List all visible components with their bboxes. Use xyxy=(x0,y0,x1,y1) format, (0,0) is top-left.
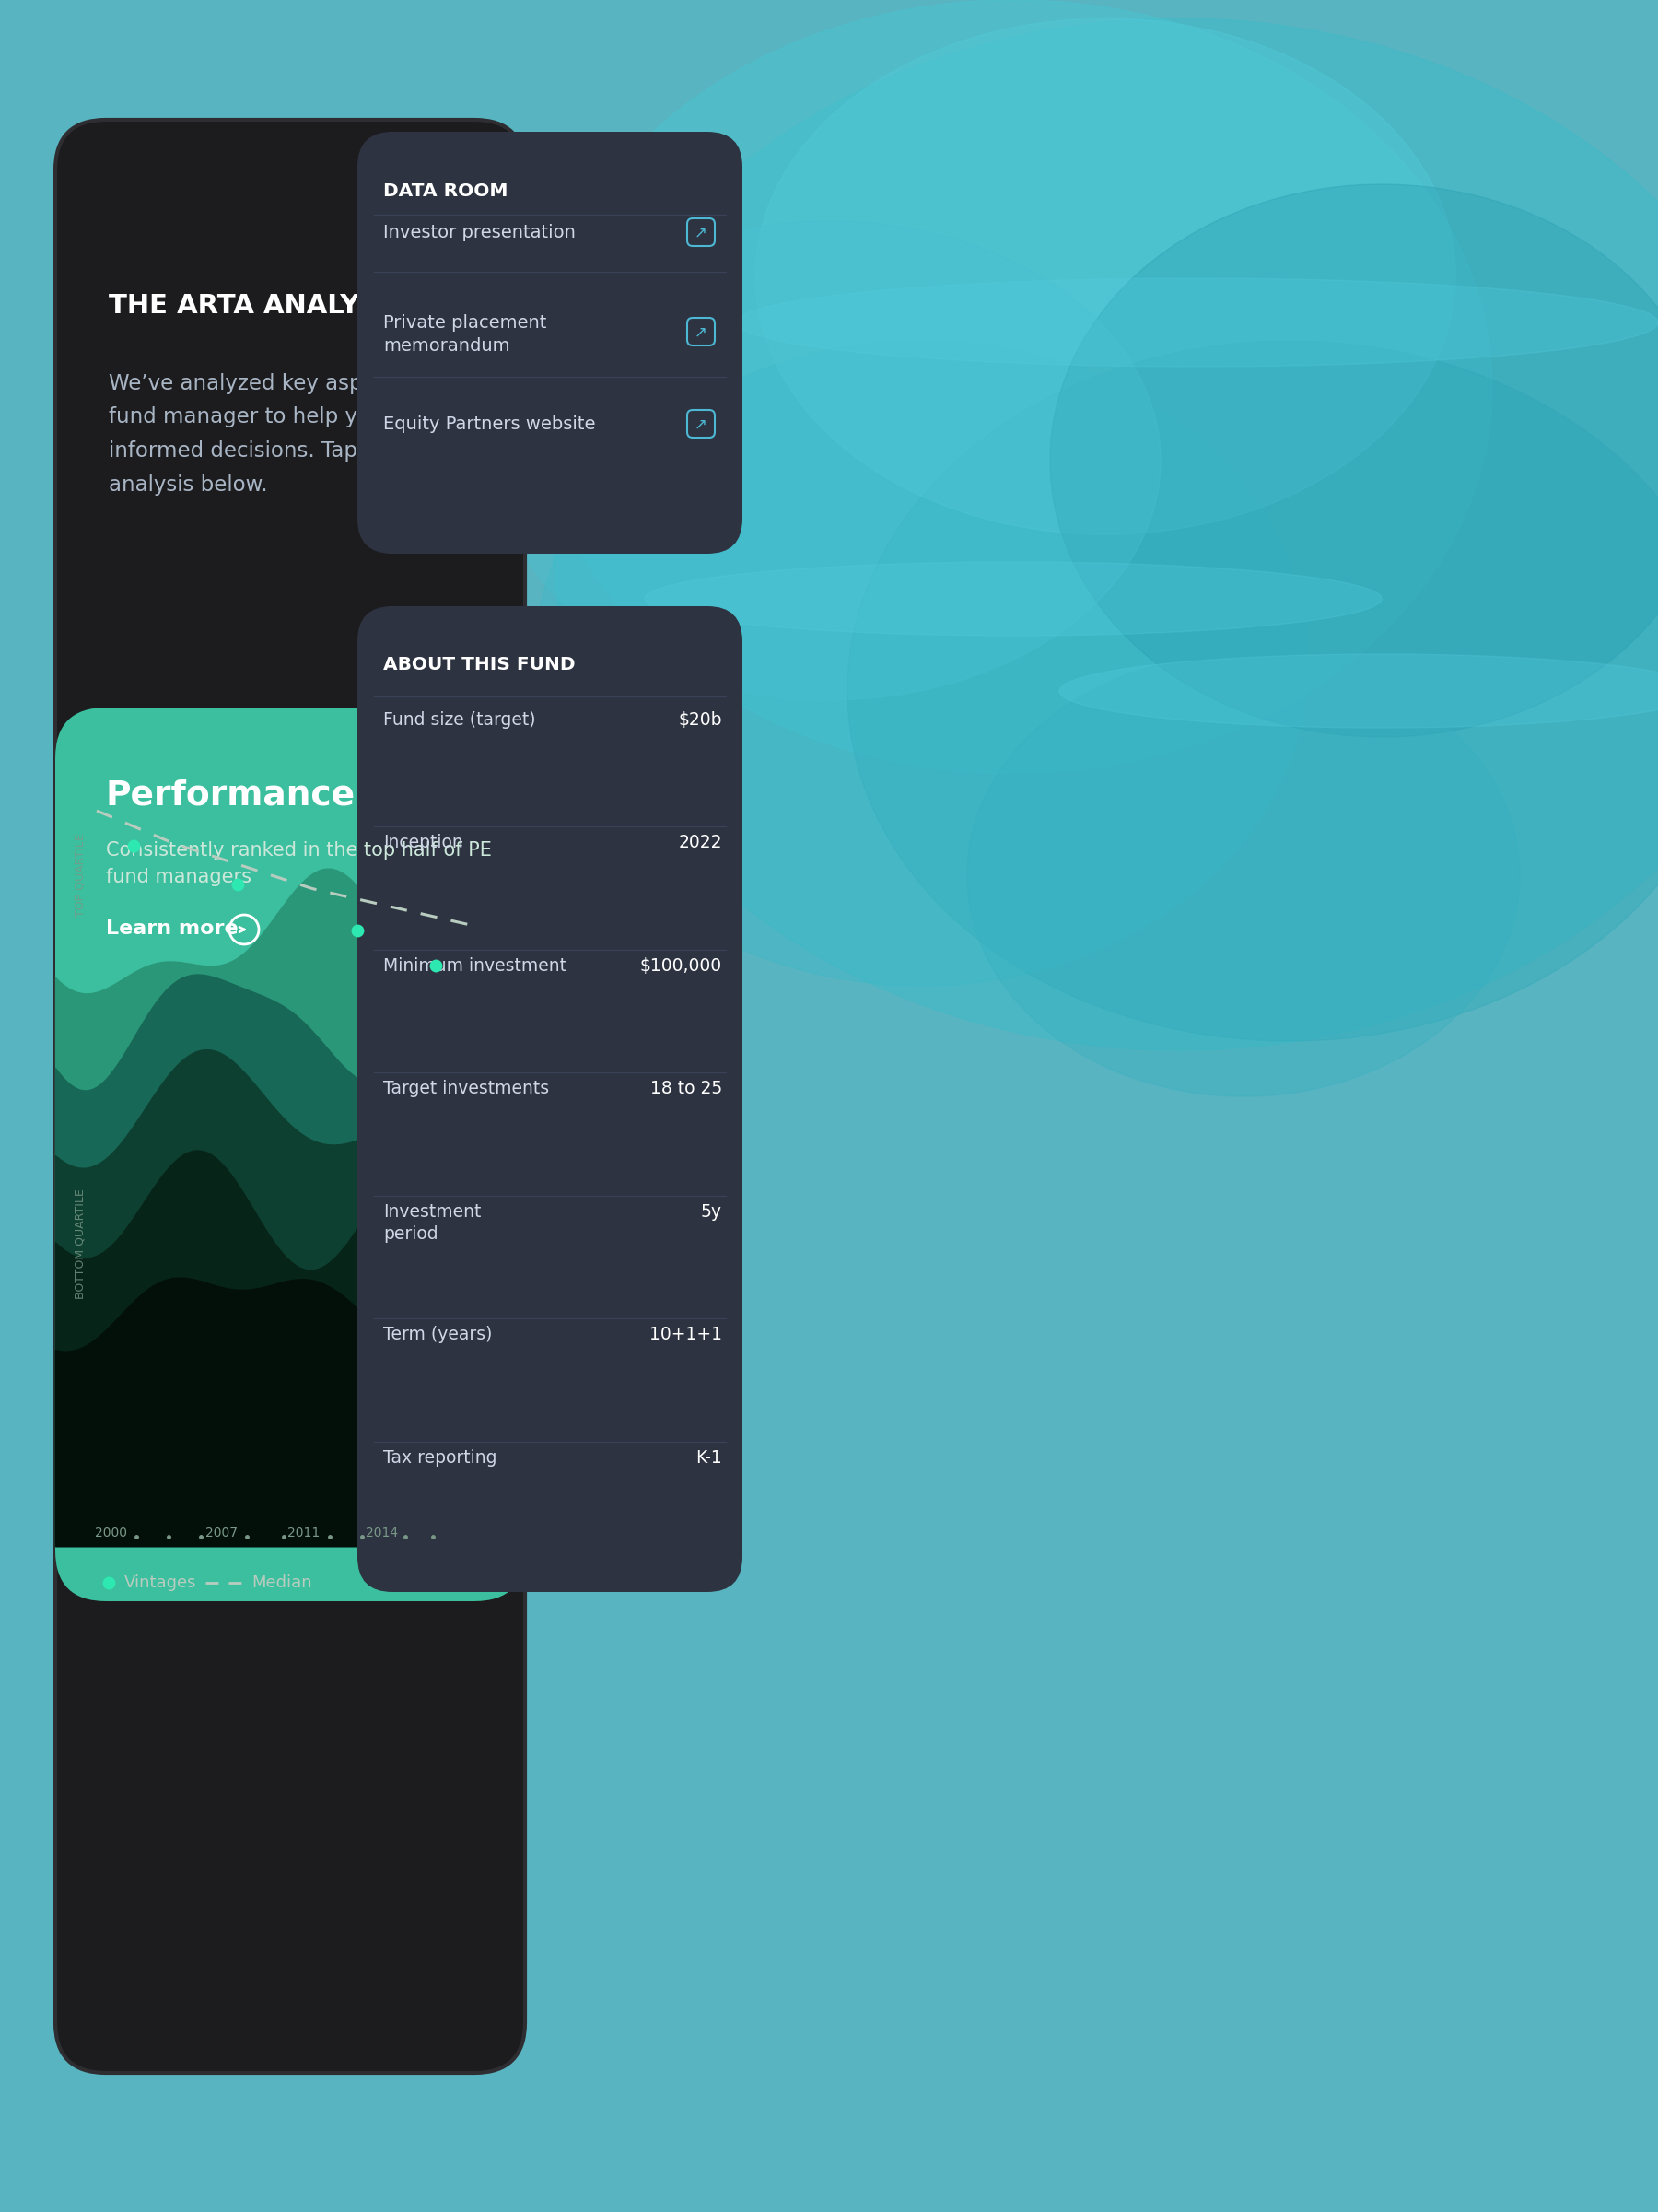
Text: Median: Median xyxy=(252,1575,312,1590)
FancyBboxPatch shape xyxy=(55,119,526,2073)
Text: ↗: ↗ xyxy=(695,323,708,341)
Text: We’ve analyzed key aspects of the
fund manager to help you make
informed decisio: We’ve analyzed key aspects of the fund m… xyxy=(109,374,474,495)
Text: Investor presentation: Investor presentation xyxy=(383,223,575,241)
Text: BOTTOM QUARTILE: BOTTOM QUARTILE xyxy=(73,1188,86,1298)
Text: 2000: 2000 xyxy=(95,1526,126,1540)
Text: Term (years): Term (years) xyxy=(383,1325,492,1343)
Polygon shape xyxy=(645,562,1381,635)
Polygon shape xyxy=(497,221,1161,701)
Text: ↗: ↗ xyxy=(695,416,708,431)
Text: 5y: 5y xyxy=(701,1203,723,1221)
Text: Inception: Inception xyxy=(383,834,463,852)
Text: Learn more: Learn more xyxy=(106,920,239,938)
FancyBboxPatch shape xyxy=(358,133,743,553)
Polygon shape xyxy=(534,341,1308,987)
Text: ↗: ↗ xyxy=(695,223,708,241)
Text: THE ARTA ANALYSIS: THE ARTA ANALYSIS xyxy=(109,292,408,319)
Text: Fund size (target): Fund size (target) xyxy=(383,712,536,728)
Text: 2022: 2022 xyxy=(678,834,723,852)
Polygon shape xyxy=(967,655,1520,1097)
Text: Target investments: Target investments xyxy=(383,1079,549,1097)
Text: DATA ROOM: DATA ROOM xyxy=(383,181,507,199)
Text: Equity Partners website: Equity Partners website xyxy=(383,416,595,434)
Polygon shape xyxy=(534,0,1492,774)
Text: 18 to 25: 18 to 25 xyxy=(650,1079,723,1097)
Polygon shape xyxy=(552,18,1658,1051)
Polygon shape xyxy=(736,279,1658,367)
Text: 2011: 2011 xyxy=(288,1526,320,1540)
Text: Private placement
memorandum: Private placement memorandum xyxy=(383,314,547,354)
Text: $100,000: $100,000 xyxy=(640,958,723,975)
Text: Performance: Performance xyxy=(106,779,356,812)
Text: 2007: 2007 xyxy=(206,1526,237,1540)
Text: Minimum investment: Minimum investment xyxy=(383,958,567,975)
Text: 10+1+1: 10+1+1 xyxy=(650,1325,723,1343)
Text: 2014: 2014 xyxy=(366,1526,398,1540)
Text: K-1: K-1 xyxy=(696,1449,723,1467)
FancyBboxPatch shape xyxy=(358,606,743,1593)
Text: ABOUT THIS FUND: ABOUT THIS FUND xyxy=(383,657,575,672)
Text: Vintages: Vintages xyxy=(124,1575,197,1590)
Text: $20b: $20b xyxy=(678,712,723,728)
Polygon shape xyxy=(847,341,1658,1042)
Polygon shape xyxy=(1050,184,1658,737)
Text: Tax reporting: Tax reporting xyxy=(383,1449,497,1467)
Text: Consistently ranked in the top half of PE
fund managers: Consistently ranked in the top half of P… xyxy=(106,841,492,887)
FancyBboxPatch shape xyxy=(55,708,526,1601)
Text: Investment
period: Investment period xyxy=(383,1203,481,1243)
Polygon shape xyxy=(1059,655,1658,728)
Text: TOP QUARTILE: TOP QUARTILE xyxy=(73,834,86,918)
Polygon shape xyxy=(756,18,1456,535)
